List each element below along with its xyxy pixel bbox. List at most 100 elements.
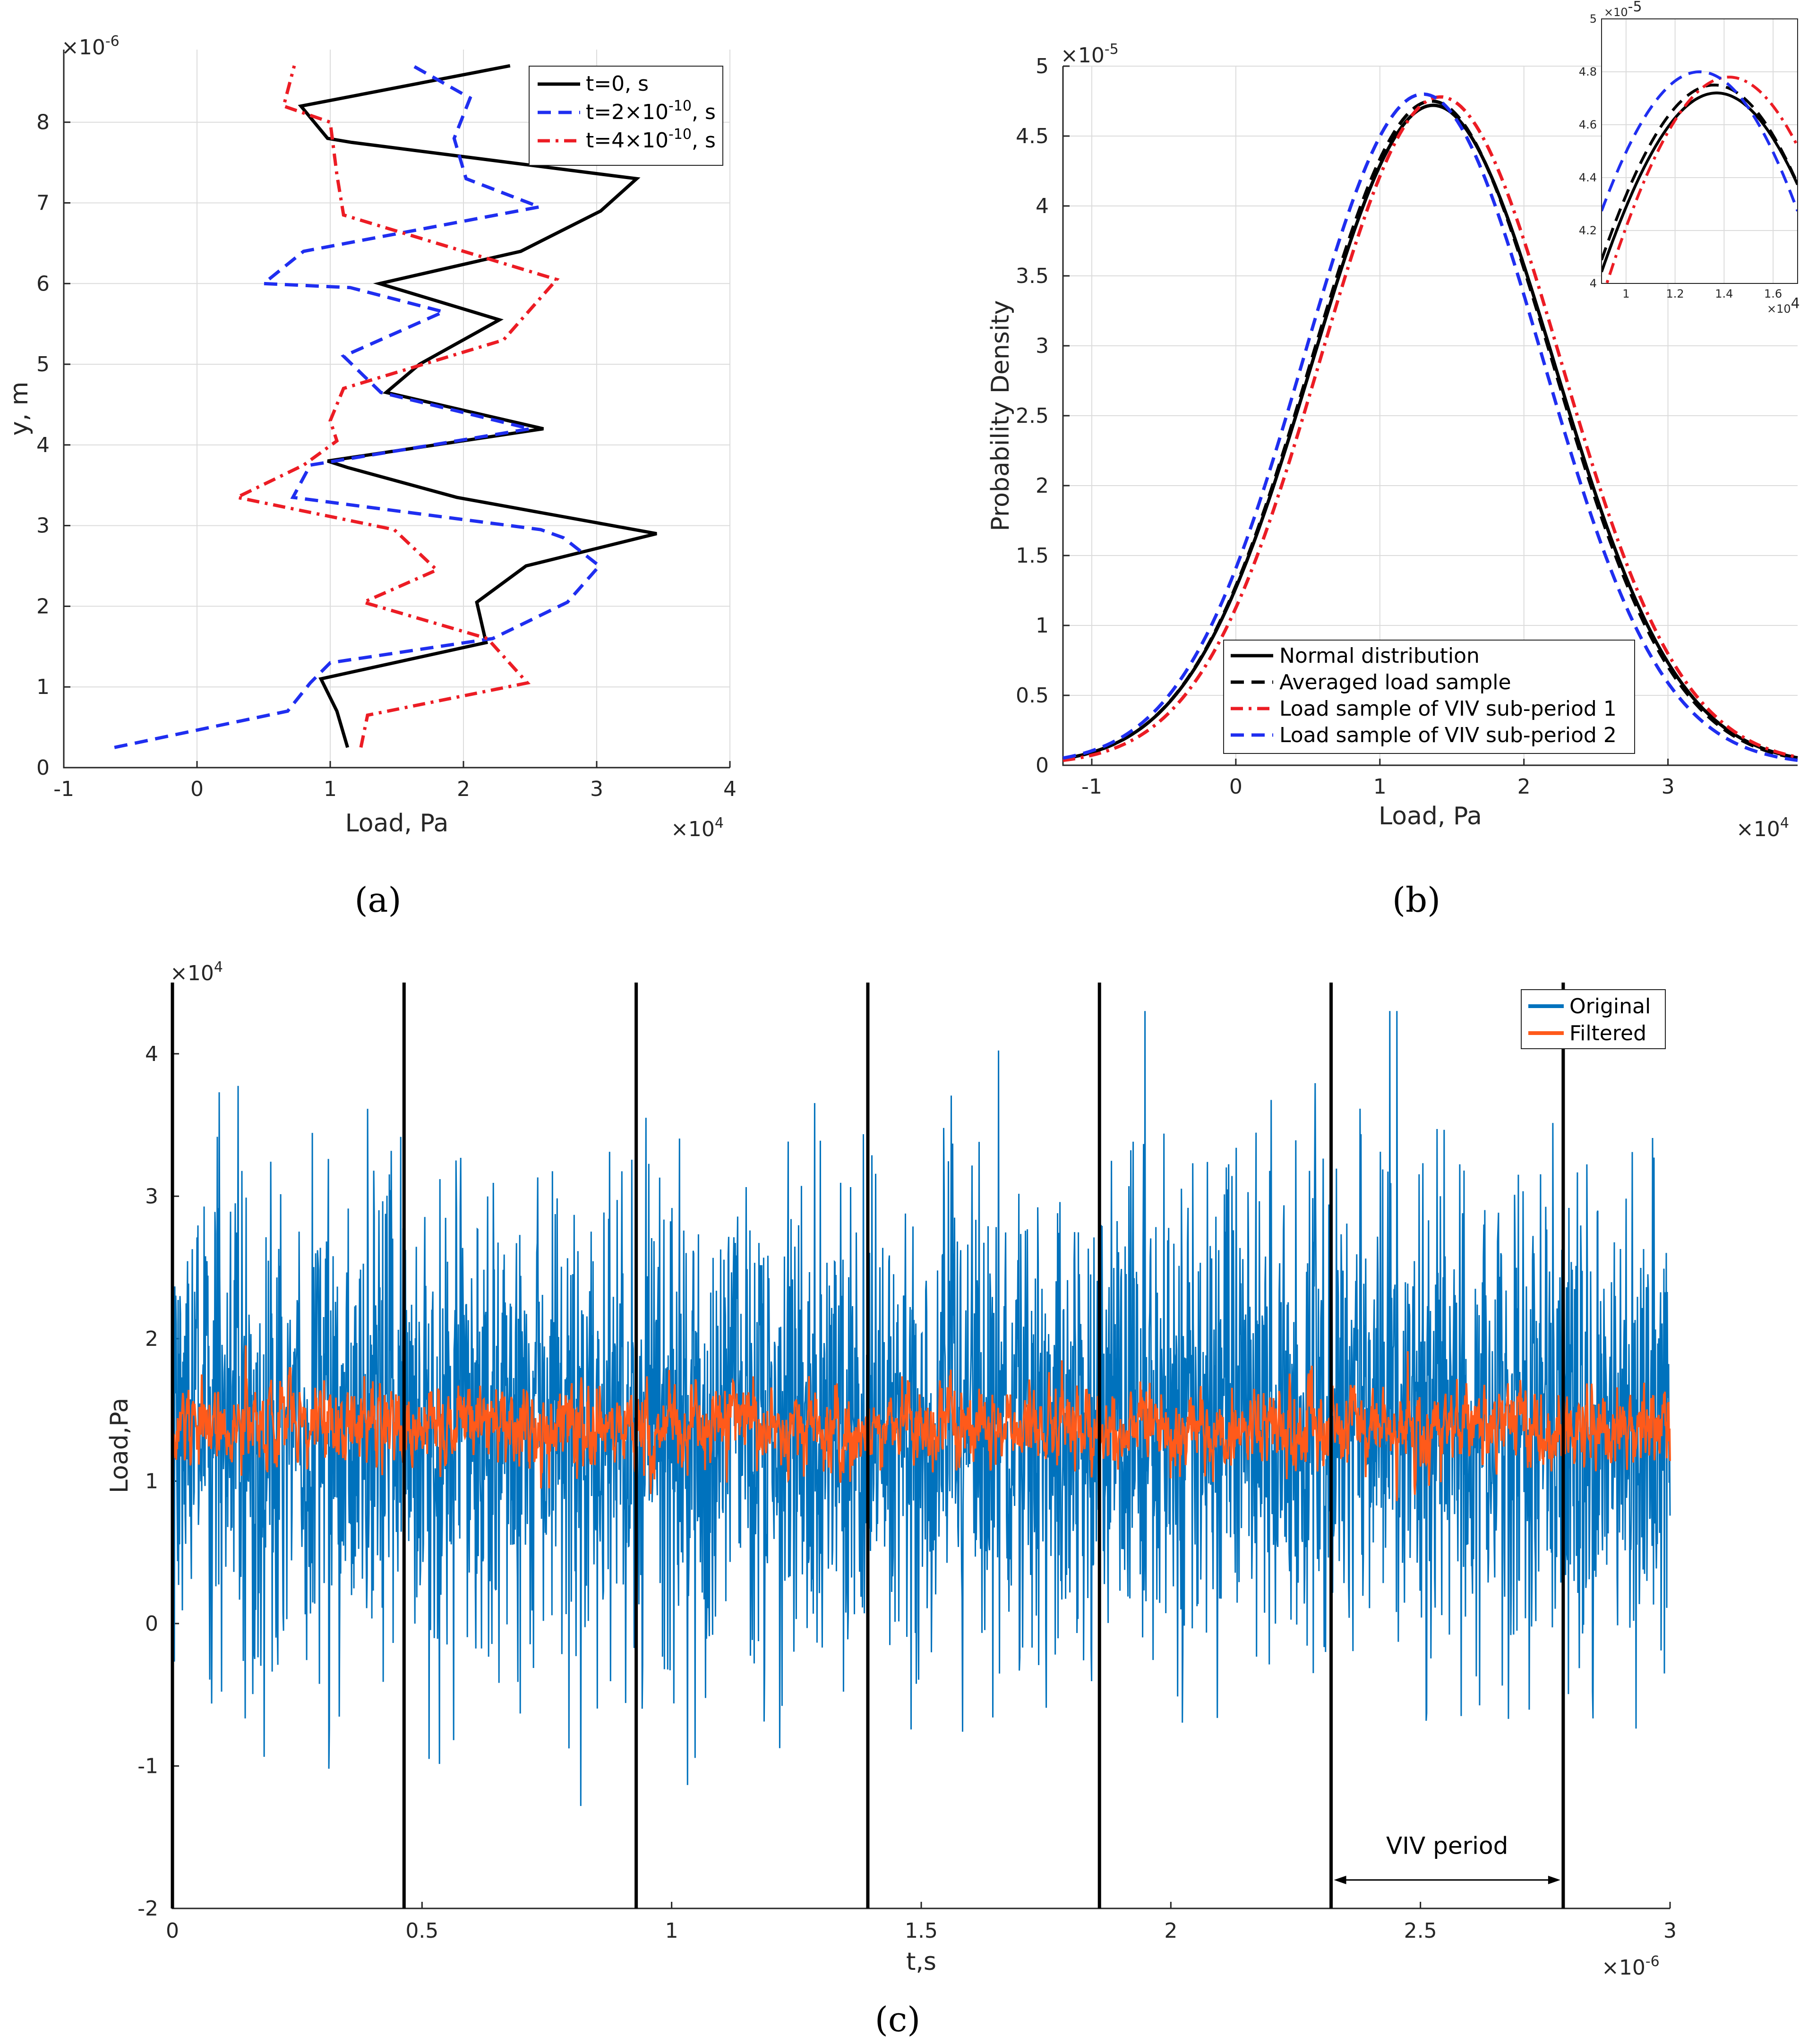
x-tick-label: 3 xyxy=(1662,775,1675,799)
y-tick-label: 0 xyxy=(36,756,50,780)
y-tick-label: 2 xyxy=(145,1327,158,1351)
x-tick-label: 0.5 xyxy=(405,1919,438,1943)
x-tick-label: 2 xyxy=(1517,775,1531,799)
legend-label: t=4×10-10, s xyxy=(586,126,716,153)
chart-b: -1 0 1 2 3 0 0.5 1 1.5 2 2.5 3 3.5 4 4.5 5 Load, Pa Proba… xyxy=(986,0,1800,841)
annotation-label: VIV period xyxy=(1386,1832,1508,1860)
axes-frame xyxy=(1062,66,1798,766)
y-tick-label: 2 xyxy=(1036,474,1049,498)
x-tick-label: 3 xyxy=(1663,1919,1677,1943)
inset-y-tick-label: 4.8 xyxy=(1579,65,1597,78)
axes-frame xyxy=(63,50,730,769)
y-axis-title: Probability Density xyxy=(986,300,1015,531)
series-line-2 xyxy=(114,64,602,749)
inset: 1 1.2 1.4 1.6 4 4.2 4.4 4.6 4.8 5 ×10-5 ×104 xyxy=(1579,0,1800,316)
x-tick-label: 2.5 xyxy=(1404,1919,1437,1943)
y-tick-label: 4 xyxy=(36,433,50,457)
x-tick-label: -1 xyxy=(53,777,74,801)
inset-plot-area xyxy=(1602,70,1798,283)
x-tick-label: 1.5 xyxy=(905,1919,938,1943)
y-tick-label: 5 xyxy=(1036,54,1049,78)
y-tick-label: 8 xyxy=(36,111,50,135)
y-tick-label: 1.5 xyxy=(1016,544,1049,568)
y-multiplier: ×10-6 xyxy=(61,33,120,60)
inset-y-tick-label: 4 xyxy=(1590,277,1597,290)
y-tick-label: 3 xyxy=(1036,334,1049,358)
legend: Original Filtered xyxy=(1521,989,1666,1049)
annotation-arrowhead-right xyxy=(1548,1875,1560,1884)
legend-label: Original xyxy=(1569,994,1651,1018)
legend-box xyxy=(1223,640,1635,754)
pdf-line-4 xyxy=(1063,92,1798,762)
legend-label: Averaged load sample xyxy=(1279,670,1511,694)
x-tick-label: 2 xyxy=(1164,1919,1177,1943)
x-tick-label: 1 xyxy=(324,777,337,801)
inset-x-tick-label: 1 xyxy=(1622,287,1629,300)
y-tick-label: 4.5 xyxy=(1016,124,1049,148)
legend-label: t=2×10-10, s xyxy=(586,98,716,124)
x-tick-label: -1 xyxy=(1081,775,1102,799)
series-line-3 xyxy=(231,65,560,748)
x-tick-label: 1 xyxy=(1373,775,1387,799)
x-multiplier: ×104 xyxy=(671,815,724,841)
y-tick-label: 5 xyxy=(36,352,50,376)
y-tick-label: -2 xyxy=(137,1897,158,1921)
x-multiplier: ×104 xyxy=(1736,815,1789,841)
x-tick-label: 2 xyxy=(457,777,470,801)
y-tick-label: 3 xyxy=(36,514,50,538)
legend: t=0, st=2×10-10, st=4×10-10, s xyxy=(529,66,723,166)
inset-y-multiplier: ×10-5 xyxy=(1604,0,1642,19)
y-axis-title: Load,Pa xyxy=(105,1398,134,1493)
x-tick-label: 1 xyxy=(665,1919,678,1943)
filtered-signal-line xyxy=(171,1345,1671,1501)
x-axis-title: Load, Pa xyxy=(345,809,449,838)
inset-x-tick-label: 1.6 xyxy=(1764,287,1782,300)
legend-label: Load sample of VIV sub-period 1 xyxy=(1279,697,1617,721)
y-tick-label: 2.5 xyxy=(1016,404,1049,428)
inset-pdf-line-1 xyxy=(1602,91,1798,273)
legend-label: Normal distribution xyxy=(1279,644,1480,668)
y-tick-label: 1 xyxy=(1036,614,1049,638)
x-tick-label: 4 xyxy=(723,777,737,801)
inset-x-tick-label: 1.2 xyxy=(1666,287,1684,300)
chart-c: 0 0.5 1 1.5 2 2.5 3 -2 -1 0 1 2 3 4 VIV period t,s Load,… xyxy=(105,959,1677,1980)
inset-pdf-line-4 xyxy=(1602,70,1798,212)
annotation-backdrop xyxy=(1376,1829,1518,1862)
legend-label: Filtered xyxy=(1569,1021,1646,1045)
y-tick-label: 7 xyxy=(36,191,50,215)
legend-label: t=0, s xyxy=(586,72,649,96)
series-line-1 xyxy=(298,64,657,748)
y-tick-label: 2 xyxy=(36,594,50,618)
inset-x-multiplier: ×104 xyxy=(1767,295,1800,316)
x-axis-title: t,s xyxy=(906,1948,936,1976)
y-axis-title: y, m xyxy=(5,382,34,436)
y-tick-label: 1 xyxy=(36,675,50,699)
y-tick-label: -1 xyxy=(137,1754,158,1778)
y-tick-label: 0.5 xyxy=(1016,684,1049,708)
x-axis-title: Load, Pa xyxy=(1379,802,1482,830)
y-tick-label: 1 xyxy=(145,1469,158,1493)
x-tick-label: 3 xyxy=(590,777,603,801)
annotation-arrowhead-left xyxy=(1334,1875,1346,1884)
inset-pdf-line-2 xyxy=(1602,83,1798,261)
y-tick-label: 0 xyxy=(1036,753,1049,778)
inset-background xyxy=(1602,19,1798,283)
x-tick-label: 0 xyxy=(1229,775,1242,799)
inset-y-tick-label: 4.4 xyxy=(1579,171,1597,184)
panel-label-a: (a) xyxy=(354,880,401,920)
y-tick-label: 3 xyxy=(145,1184,158,1208)
x-multiplier: ×10-6 xyxy=(1602,1953,1660,1980)
panel-label-c: (c) xyxy=(875,2000,921,2039)
legend-box xyxy=(1521,989,1666,1049)
legend-label: Load sample of VIV sub-period 2 xyxy=(1279,723,1617,747)
y-tick-label: 0 xyxy=(145,1612,158,1636)
y-multiplier: ×10-5 xyxy=(1061,41,1119,68)
inset-x-tick-label: 1.4 xyxy=(1715,287,1733,300)
x-tick-label: 0 xyxy=(166,1919,179,1943)
y-tick-label: 6 xyxy=(36,272,50,296)
inset-y-tick-label: 4.2 xyxy=(1579,224,1597,237)
pdf-line-2 xyxy=(1063,99,1798,761)
